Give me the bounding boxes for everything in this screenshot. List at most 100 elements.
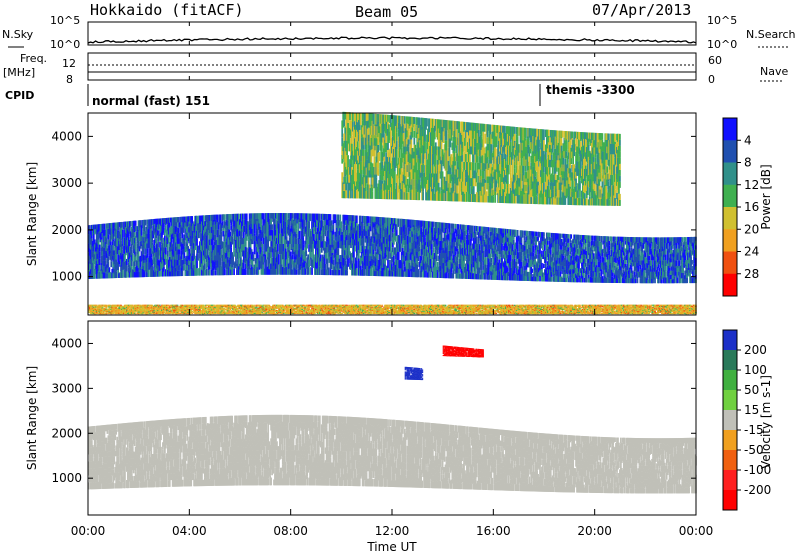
data-cell (539, 270, 541, 276)
data-cell (380, 243, 383, 250)
data-cell (343, 191, 346, 199)
data-cell (505, 261, 507, 268)
data-cell (295, 269, 298, 275)
data-cell (331, 236, 334, 242)
data-cell (317, 266, 320, 275)
data-cell (594, 261, 597, 268)
data-cell (624, 279, 627, 284)
data-cell (316, 213, 319, 221)
data-cell (646, 278, 649, 284)
data-cell (677, 244, 680, 253)
data-cell (94, 229, 97, 234)
data-cell (570, 277, 573, 283)
data-cell (682, 252, 685, 258)
data-cell (294, 262, 297, 269)
data-cell (301, 213, 304, 221)
data-cell (150, 219, 153, 229)
data-cell (562, 264, 565, 269)
data-cell (324, 225, 327, 231)
data-cell (364, 229, 367, 236)
data-cell (679, 254, 682, 261)
data-cell (157, 218, 159, 225)
data-cell (269, 252, 272, 258)
data-cell (91, 262, 94, 269)
data-cell (595, 270, 598, 277)
data-cell (353, 227, 355, 234)
data-cell (467, 240, 469, 249)
data-cell (170, 259, 173, 268)
data-cell (121, 261, 123, 267)
data-cell (555, 265, 558, 272)
data-cell (150, 257, 153, 268)
data-cell (309, 251, 311, 260)
data-cell (488, 258, 491, 264)
data-cell (338, 236, 341, 243)
data-cell (123, 221, 125, 230)
data-cell (493, 227, 496, 234)
data-cell (689, 267, 691, 273)
data-cell (271, 213, 273, 219)
data-cell (420, 220, 423, 228)
data-cell (144, 236, 147, 243)
data-cell (294, 243, 297, 251)
data-cell (184, 222, 187, 229)
data-cell (137, 220, 140, 230)
data-cell (343, 232, 346, 241)
data-cell (252, 220, 255, 227)
data-cell (201, 215, 203, 222)
data-cell (354, 221, 357, 228)
data-cell (430, 260, 433, 267)
data-cell (288, 225, 291, 232)
data-cell (546, 265, 549, 270)
data-cell (166, 256, 169, 264)
data-cell (146, 253, 149, 258)
data-cell (326, 241, 329, 248)
data-cell (281, 251, 284, 260)
data-cell (575, 264, 577, 270)
data-cell (358, 245, 361, 254)
data-cell (563, 238, 566, 244)
data-cell (347, 112, 349, 123)
data-cell (408, 219, 411, 227)
data-cell (427, 236, 429, 242)
data-cell (444, 242, 447, 249)
data-cell (503, 267, 505, 272)
data-cell (301, 220, 304, 227)
data-cell (211, 245, 214, 253)
data-cell (285, 259, 288, 268)
data-cell (367, 262, 370, 270)
data-cell (521, 230, 524, 238)
data-cell (412, 262, 415, 270)
data-cell (428, 252, 430, 259)
data-cell (105, 244, 108, 251)
data-cell (586, 266, 589, 275)
data-cell (238, 266, 240, 275)
data-cell (468, 254, 470, 260)
data-cell (248, 219, 251, 225)
data-cell (600, 249, 603, 257)
data-cell (157, 265, 159, 271)
data-cell (580, 249, 582, 254)
data-cell (466, 244, 468, 250)
data-cell (98, 244, 101, 252)
data-cell (619, 263, 621, 270)
data-cell (148, 226, 151, 234)
data-cell (537, 272, 539, 277)
data-cell (267, 239, 270, 249)
data-cell (149, 233, 152, 241)
data-cell (374, 246, 377, 252)
data-cell (223, 221, 226, 228)
data-cell (212, 219, 215, 225)
data-cell (474, 267, 477, 274)
data-cell (295, 264, 298, 270)
data-cell (283, 247, 286, 255)
data-cell (136, 254, 139, 261)
data-cell (431, 234, 434, 241)
data-cell (320, 230, 323, 237)
data-cell (444, 258, 447, 264)
data-cell (287, 218, 290, 225)
data-cell (660, 252, 663, 257)
data-cell (200, 258, 202, 268)
data-cell (684, 237, 687, 242)
data-cell (110, 261, 113, 268)
